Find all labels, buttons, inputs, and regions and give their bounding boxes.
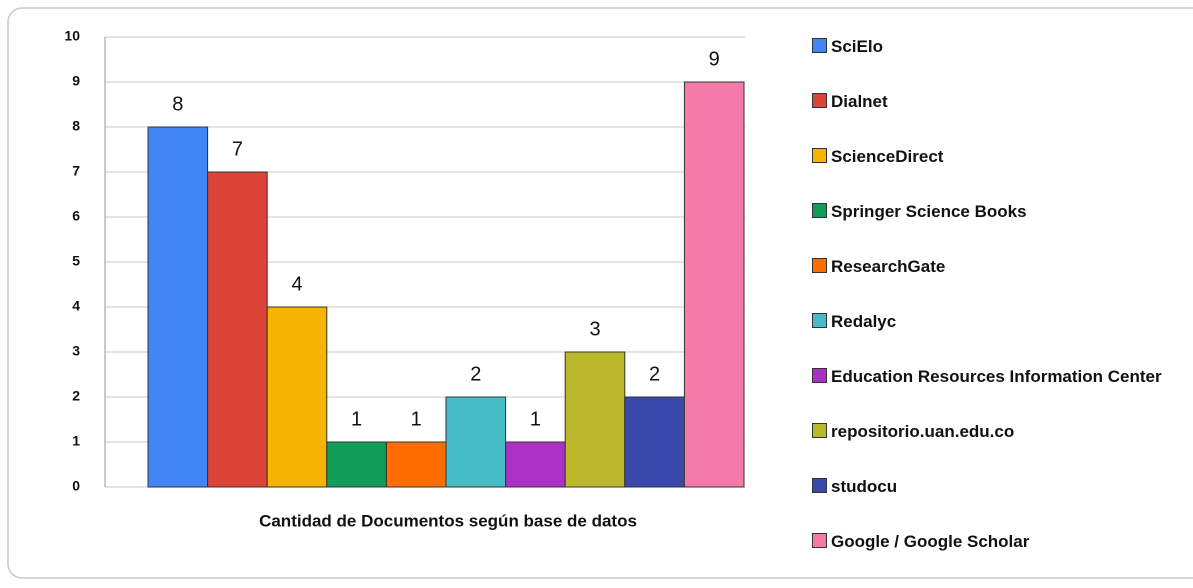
legend-label: Google / Google Scholar	[831, 532, 1030, 551]
data-label: 1	[411, 408, 422, 430]
data-label: 2	[470, 363, 481, 385]
legend-swatch	[812, 313, 827, 328]
legend-swatch	[812, 93, 827, 108]
y-tick-label: 1	[72, 433, 80, 449]
data-label: 4	[291, 273, 302, 295]
legend-item: Redalyc	[812, 307, 1172, 337]
legend-item: studocu	[812, 472, 1172, 502]
y-tick-label: 8	[72, 118, 80, 134]
y-tick-label: 2	[72, 388, 80, 404]
legend-item: Springer Science Books	[812, 197, 1172, 227]
bar	[207, 171, 268, 488]
legend-swatch	[812, 258, 827, 273]
legend-label: Education Resources Information Center	[831, 367, 1162, 386]
bar	[147, 126, 209, 488]
y-tick-label: 6	[72, 208, 80, 224]
y-tick-label: 7	[72, 163, 80, 179]
bar	[505, 441, 566, 488]
legend-item: ResearchGate	[812, 252, 1172, 282]
legend-label: Dialnet	[831, 92, 888, 111]
bar	[564, 351, 626, 488]
legend-label: Springer Science Books	[831, 202, 1027, 221]
legend-swatch	[812, 203, 827, 218]
data-label: 8	[172, 93, 183, 115]
legend-item: repositorio.uan.edu.co	[812, 417, 1172, 447]
legend-swatch	[812, 38, 827, 53]
legend-item: Google / Google Scholar	[812, 527, 1172, 557]
legend-item: Education Resources Information Center	[812, 362, 1172, 392]
bar	[683, 81, 745, 488]
bar	[326, 441, 387, 488]
legend-swatch	[812, 368, 827, 383]
legend-label: ScienceDirect	[831, 147, 944, 166]
legend-label: Redalyc	[831, 312, 897, 331]
data-label: 7	[232, 138, 243, 160]
y-tick-label: 3	[72, 343, 80, 359]
legend-label: ResearchGate	[831, 257, 946, 276]
data-label: 1	[351, 408, 362, 430]
y-tick-label: 10	[64, 28, 80, 44]
legend-swatch	[812, 533, 827, 548]
frame	[7, 7, 1193, 579]
legend-item: Dialnet	[812, 87, 1172, 117]
legend-item: SciElo	[812, 32, 1172, 62]
bar	[624, 396, 685, 488]
bar	[445, 396, 507, 488]
legend-item: ScienceDirect	[812, 142, 1172, 172]
y-tick-label: 4	[72, 298, 80, 314]
legend-label: SciElo	[831, 37, 883, 56]
y-tick-label: 9	[72, 73, 80, 89]
legend-swatch	[812, 423, 827, 438]
legend-label: repositorio.uan.edu.co	[831, 422, 1015, 441]
data-label: 1	[530, 408, 541, 430]
legend-swatch	[812, 478, 827, 493]
y-tick-label: 0	[72, 478, 80, 494]
bar	[266, 306, 328, 488]
x-axis-label: Cantidad de Documentos según base de dat…	[259, 511, 637, 530]
bar	[385, 441, 447, 488]
legend-swatch	[812, 148, 827, 163]
y-tick-label: 5	[72, 253, 80, 269]
data-label: 9	[709, 48, 720, 70]
legend-label: studocu	[831, 477, 898, 496]
data-label: 2	[649, 363, 660, 385]
data-label: 3	[589, 318, 600, 340]
